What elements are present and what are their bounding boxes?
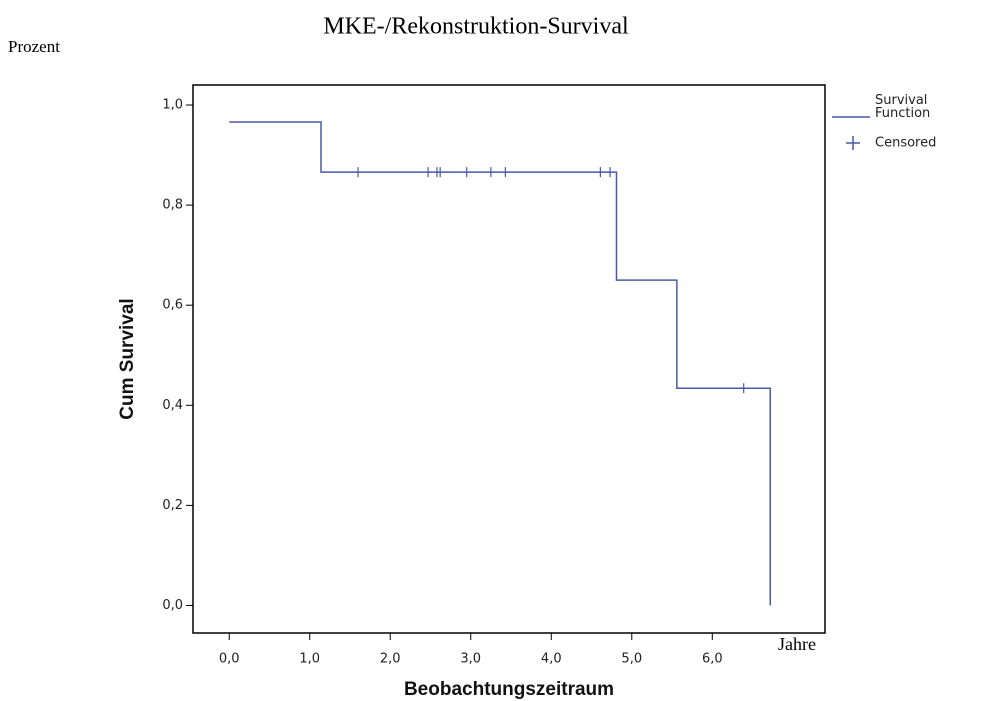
x-tick-label: 5,0 <box>621 652 642 667</box>
y-tick-label: 0,2 <box>162 498 183 513</box>
censored-marker <box>606 167 615 178</box>
annotation: Prozent <box>8 37 60 56</box>
x-tick-label: 3,0 <box>460 652 481 667</box>
censored-marker <box>354 167 363 178</box>
y-tick-label: 1,0 <box>162 98 183 113</box>
legend-label: Survival Function <box>875 93 931 121</box>
x-tick-label: 4,0 <box>541 652 562 667</box>
x-tick-label: 6,0 <box>702 652 723 667</box>
censored-marker <box>424 167 433 178</box>
censored-marker <box>462 167 471 178</box>
annotation: Jahre <box>778 634 816 654</box>
x-tick-label: 0,0 <box>219 652 240 667</box>
x-tick-label: 1,0 <box>299 652 320 667</box>
y-tick-label: 0,0 <box>162 598 183 613</box>
censored-marker <box>486 167 495 178</box>
legend-label: Censored <box>875 136 936 151</box>
censored-marker <box>501 167 510 178</box>
legend-marker <box>846 136 860 150</box>
y-tick-label: 0,8 <box>162 198 183 213</box>
y-axis-label: Cum Survival <box>117 298 138 419</box>
plot-frame <box>192 84 826 634</box>
x-tick-label: 2,0 <box>380 652 401 667</box>
censored-marker <box>739 383 748 394</box>
survival-line <box>229 121 772 606</box>
x-axis-label: Beobachtungszeitraum <box>404 679 614 700</box>
y-tick-label: 0,4 <box>162 398 183 413</box>
censored-marker <box>596 167 605 178</box>
y-tick-label: 0,6 <box>162 298 183 313</box>
censored-marker <box>436 167 445 178</box>
chart-title: MKE-/Rekonstruktion-Survival <box>323 14 629 40</box>
